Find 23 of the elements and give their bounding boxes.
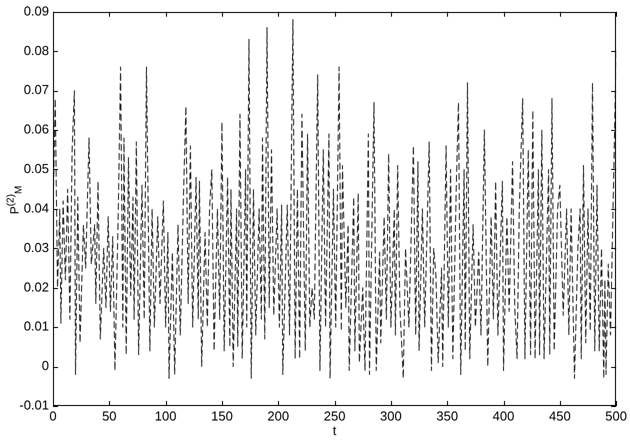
y-tick-label: 0: [42, 358, 49, 374]
x-tick-label: 200: [267, 408, 290, 424]
y-tick-label: 0.02: [24, 279, 49, 294]
x-tick-label: 400: [492, 408, 514, 424]
y-tick-label: -0.01: [19, 398, 49, 413]
x-tick-label: 250: [324, 408, 346, 424]
y-tick-label: 0.05: [24, 161, 49, 176]
y-tick-label: 0.07: [24, 82, 49, 98]
y-tick-label: 0.09: [24, 3, 49, 18]
y-tick-label: 0.08: [24, 42, 49, 58]
y-tick-label: 0.03: [24, 240, 49, 255]
x-tick-label: 50: [102, 408, 117, 424]
x-tick-label: 450: [548, 408, 571, 424]
x-tick-label: 300: [380, 408, 402, 424]
x-tick-label: 100: [154, 408, 176, 424]
x-tick-label: 150: [211, 408, 233, 424]
x-axis-title: t: [332, 422, 337, 438]
y-tick-label: 0.01: [24, 318, 49, 334]
x-tick-label: 500: [605, 408, 628, 424]
line-series: [53, 19, 616, 379]
x-tick-label: 350: [436, 408, 458, 424]
y-tick-label: 0.04: [24, 200, 49, 216]
y-tick-label: 0.06: [24, 122, 49, 137]
